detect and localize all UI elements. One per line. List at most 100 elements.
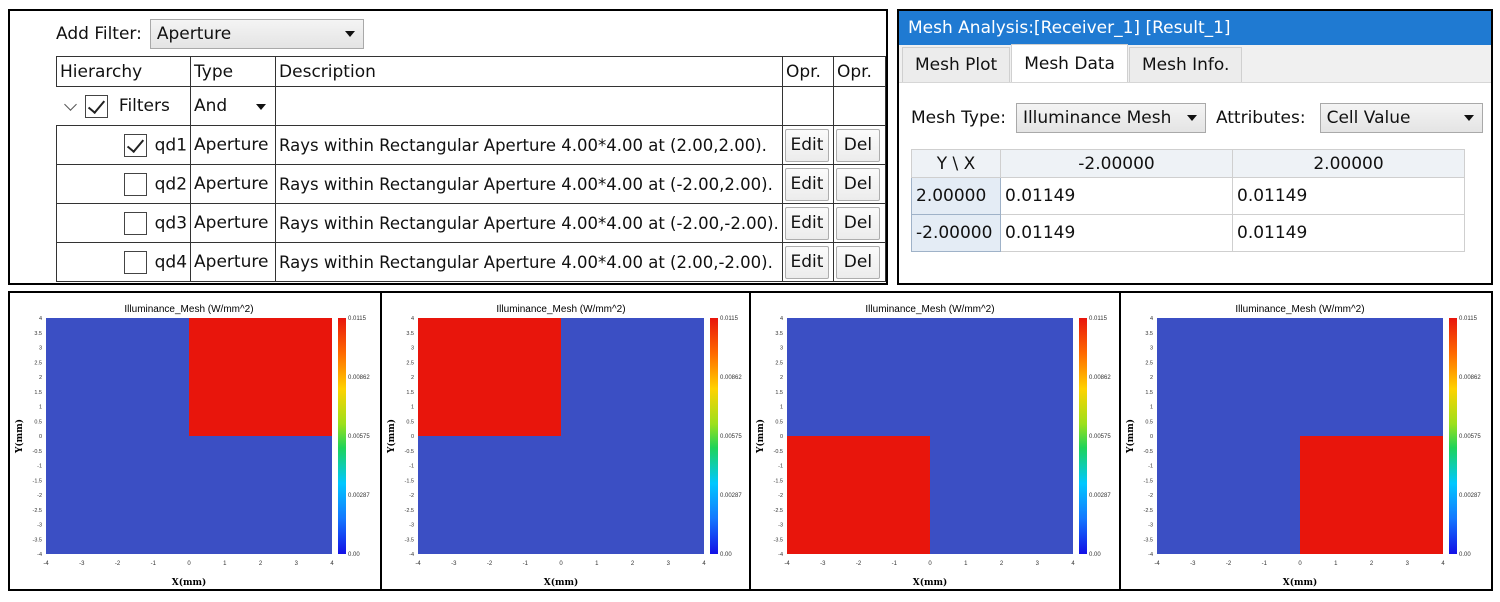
edit-button-qd3[interactable]: Edit <box>784 206 829 240</box>
y-tick-label: -3 <box>37 523 42 529</box>
filter-row-qd4[interactable]: qd4 Aperture Rays within Rectangular Ape… <box>55 242 887 282</box>
y-tick-label: -4 <box>1148 552 1153 558</box>
del-button-qd1[interactable]: Del <box>835 128 880 162</box>
y-tick-label: 2.5 <box>406 360 414 366</box>
attributes-dropdown[interactable]: Cell Value <box>1319 103 1483 133</box>
heatmap-hot-region <box>189 318 332 436</box>
tab-mesh-data[interactable]: Mesh Data <box>1011 44 1128 82</box>
edit-button-qd1[interactable]: Edit <box>784 128 829 162</box>
x-tick-label: 1 <box>964 561 968 567</box>
y-tick-label: 3 <box>780 346 783 352</box>
colorbar-label: 0.00862 <box>348 375 370 381</box>
colorbar-label: 0.00575 <box>1459 434 1481 440</box>
filter-checkbox-qd4[interactable] <box>123 250 147 274</box>
filter-checkbox-qd3[interactable] <box>123 211 147 235</box>
y-tick-label: -2 <box>409 493 414 499</box>
colorbar-label: 0.00862 <box>720 375 742 381</box>
expand-chevron-icon[interactable] <box>63 97 77 111</box>
colorbar-label: 0.00575 <box>348 434 370 440</box>
filter-row-qd2[interactable]: qd2 Aperture Rays within Rectangular Ape… <box>55 164 887 204</box>
tab-mesh-plot[interactable]: Mesh Plot <box>902 47 1011 82</box>
y-tick-label: 1.5 <box>1145 390 1153 396</box>
edit-button-qd4[interactable]: Edit <box>784 245 829 279</box>
mesh-tabs: Mesh Plot Mesh Data Mesh Info. <box>899 44 1491 83</box>
mesh-column-header[interactable]: 2.00000 <box>1232 149 1465 178</box>
filters-checkbox[interactable] <box>84 94 108 118</box>
y-tick-label: -4 <box>778 552 783 558</box>
filter-table-header: Hierarchy Type Description Opr. Opr. <box>55 56 887 87</box>
table-row: -2.00000 0.01149 0.01149 <box>911 214 1465 252</box>
heatmap-svg: Illuminance_Mesh (W/mm^2) -4 -3 -2 -1 0 1 2 3 4 -4… <box>386 304 742 588</box>
x-axis-label: X(mm) <box>544 577 579 588</box>
heatmap-hot-region <box>787 436 930 554</box>
y-tick-label: 0.5 <box>775 419 783 425</box>
x-tick-label: -3 <box>820 561 826 567</box>
colorbar-label: 0.00287 <box>1089 493 1111 499</box>
y-tick-label: -0.5 <box>405 449 414 455</box>
y-tick-label: -1 <box>37 464 42 470</box>
x-tick-label: 4 <box>1071 561 1075 567</box>
colorbar-label: 0.00862 <box>1459 375 1481 381</box>
mesh-cell[interactable]: 0.01149 <box>1232 177 1465 215</box>
attributes-value: Cell Value <box>1326 108 1411 128</box>
mesh-row-header[interactable]: 2.00000 <box>911 177 1001 215</box>
x-tick-label: 0 <box>928 561 932 567</box>
root-type-value: And <box>194 96 228 116</box>
add-filter-dropdown[interactable]: Aperture <box>149 19 364 49</box>
mesh-type-dropdown[interactable]: Illuminance Mesh <box>1015 103 1206 133</box>
filter-checkbox-qd2[interactable] <box>123 172 147 196</box>
heatmap-svg: Illuminance_Mesh (W/mm^2) -4 -3 -2 -1 0 1 2 3 4 -4… <box>1125 304 1481 588</box>
mesh-controls: Mesh Type: Illuminance Mesh Attributes: … <box>911 101 1483 135</box>
y-tick-label: 0 <box>411 434 414 440</box>
colorbar-label: 0.00862 <box>1089 375 1111 381</box>
colorbar-label: 0.0115 <box>1459 316 1478 322</box>
attributes-label: Attributes: <box>1215 108 1306 128</box>
mesh-row-header[interactable]: -2.00000 <box>911 214 1001 252</box>
table-row: 2.00000 0.01149 0.01149 <box>911 177 1465 215</box>
chevron-down-icon <box>256 104 267 110</box>
y-tick-label: -1 <box>778 464 783 470</box>
x-tick-label: -2 <box>115 561 121 567</box>
tab-mesh-info[interactable]: Mesh Info. <box>1128 47 1243 82</box>
mesh-cell[interactable]: 0.01149 <box>1000 214 1233 252</box>
filter-header: Add Filter: Aperture <box>56 17 364 51</box>
filter-checkbox-qd1[interactable] <box>123 133 147 157</box>
x-tick-label: 1 <box>595 561 599 567</box>
y-tick-label: 4 <box>1150 316 1153 322</box>
x-tick-label: 3 <box>295 561 299 567</box>
del-button-qd4[interactable]: Del <box>835 245 880 279</box>
y-tick-label: -2 <box>37 493 42 499</box>
add-filter-label: Add Filter: <box>56 24 142 44</box>
colorbar <box>338 318 346 554</box>
x-tick-label: -2 <box>487 561 493 567</box>
y-tick-label: 3 <box>39 346 42 352</box>
filter-row-qd3[interactable]: qd3 Aperture Rays within Rectangular Ape… <box>55 203 887 243</box>
filter-panel: Add Filter: Aperture Hierarchy Type Desc… <box>8 9 888 285</box>
y-tick-label: -0.5 <box>33 449 42 455</box>
del-button-qd2[interactable]: Del <box>835 167 880 201</box>
y-tick-label: -1.5 <box>774 478 783 484</box>
mesh-column-header[interactable]: -2.00000 <box>1000 149 1233 178</box>
y-tick-label: 0.5 <box>1145 419 1153 425</box>
root-type-dropdown[interactable]: And <box>190 86 277 126</box>
tab-label: Mesh Plot <box>915 55 998 75</box>
y-tick-label: 2 <box>39 375 42 381</box>
y-tick-label: -1 <box>1148 464 1153 470</box>
x-axis-label: X(mm) <box>913 577 948 588</box>
del-button-qd3[interactable]: Del <box>835 206 880 240</box>
mesh-cell[interactable]: 0.01149 <box>1232 214 1465 252</box>
y-tick-label: 4 <box>411 316 414 322</box>
y-tick-label: 3.5 <box>775 331 783 337</box>
y-tick-label: 3 <box>411 346 414 352</box>
x-tick-label: -4 <box>415 561 421 567</box>
edit-button-qd2[interactable]: Edit <box>784 167 829 201</box>
x-tick-label: 2 <box>1000 561 1004 567</box>
colorbar-label: 0.0115 <box>1089 316 1108 322</box>
filter-root-row[interactable]: Filters And <box>56 86 887 126</box>
x-tick-label: -3 <box>79 561 85 567</box>
illuminance-plot-qd1: Illuminance_Mesh (W/mm^2) -4 -3 -2 -1 0 1 2 3 4 -4… <box>10 293 380 589</box>
x-tick-label: 4 <box>702 561 706 567</box>
y-axis-label: Y(mm) <box>14 419 25 454</box>
mesh-cell[interactable]: 0.01149 <box>1000 177 1233 215</box>
filter-row-qd1[interactable]: qd1 Aperture Rays within Rectangular Ape… <box>55 125 887 165</box>
